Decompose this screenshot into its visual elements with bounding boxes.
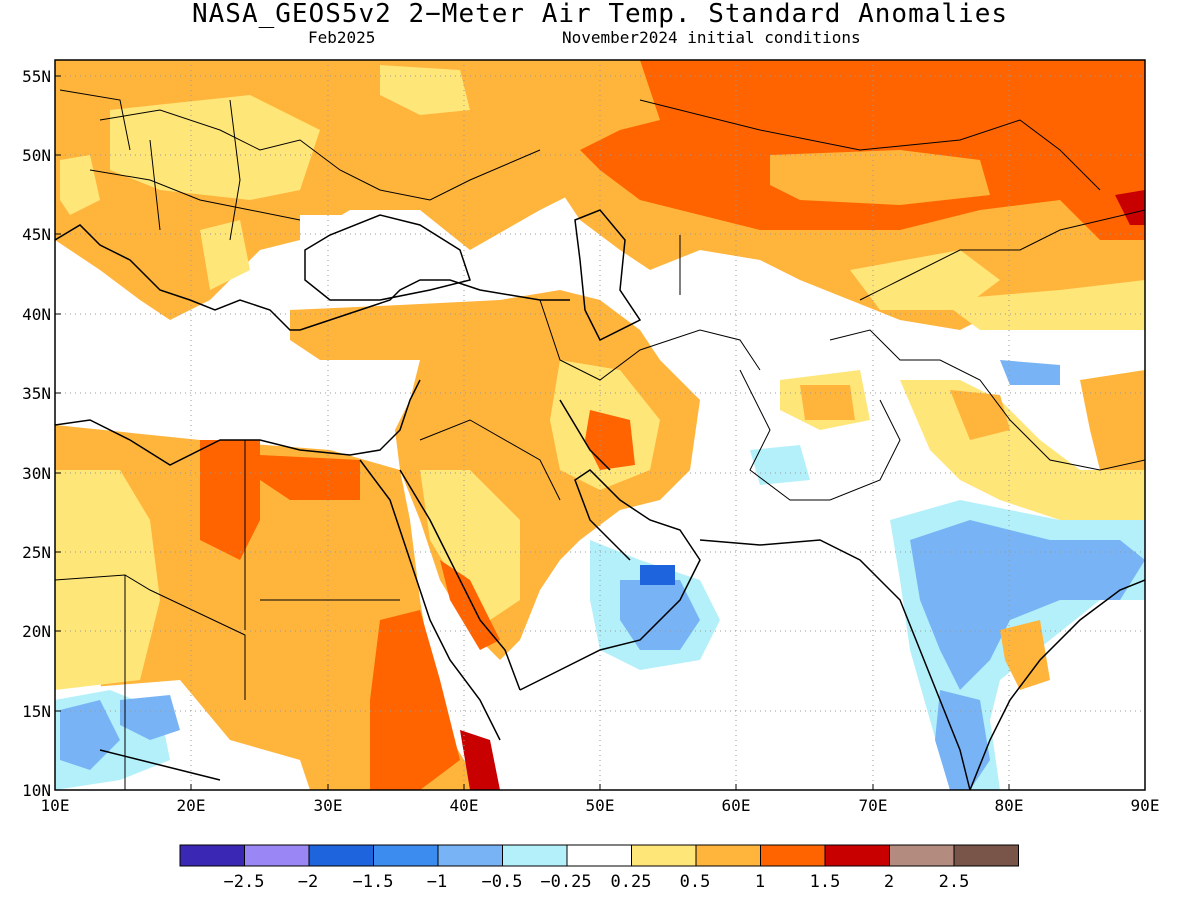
lon-label-90e: 90E: [1131, 796, 1160, 815]
lon-label-80e: 80E: [995, 796, 1024, 815]
map-field: [55, 60, 1145, 790]
lat-label-25n: 25N: [22, 543, 51, 562]
colorbar-swatch: [953, 844, 1019, 867]
colorbar-label: −2: [298, 872, 318, 892]
colorbar-swatch: [373, 844, 439, 867]
colorbar-label: −0.5: [482, 872, 523, 892]
lon-label-20e: 20E: [177, 796, 206, 815]
colorbar-swatch: [179, 844, 245, 867]
lon-label-60e: 60E: [722, 796, 751, 815]
lat-label-35n: 35N: [22, 384, 51, 403]
colorbar-swatch: [437, 844, 503, 867]
lon-label-10e: 10E: [41, 796, 70, 815]
colorbar-swatch: [889, 844, 955, 867]
colorbar-label: 1.5: [810, 872, 841, 892]
colorbar-label: −2.5: [224, 872, 265, 892]
map-title: NASA_GEOS5v2 2−Meter Air Temp. Standard …: [191, 0, 1008, 29]
lat-lon-grid: [55, 60, 1145, 790]
colorbar-label: −1.5: [353, 872, 394, 892]
colorbar-swatch: [566, 844, 632, 867]
lat-label-10n: 10N: [22, 781, 51, 800]
cool-anomaly-arabia: [590, 540, 720, 670]
country-borders: [55, 89, 1145, 790]
colorbar-label: 0.25: [611, 872, 652, 892]
colorbar-swatch: [308, 844, 374, 867]
lat-label-15n: 15N: [22, 702, 51, 721]
colorbar-label: 2.5: [939, 872, 970, 892]
warm-anomaly-south-asia: [900, 370, 1145, 520]
lon-label-30e: 30E: [314, 796, 343, 815]
lon-label-40e: 40E: [450, 796, 479, 815]
colorbar-label: 0.5: [680, 872, 711, 892]
colorbar-swatch: [760, 844, 826, 867]
color-bar: −2.5 −2 −1.5 −1 −0.5 −0.25 0.25 0.5 1 1.…: [179, 844, 1019, 892]
lat-label-40n: 40N: [22, 305, 51, 324]
forecast-month: Feb2025: [308, 28, 376, 47]
colorbar-swatch: [631, 844, 697, 867]
color-bar-swatches: [179, 844, 1019, 867]
lat-label-20n: 20N: [22, 622, 51, 641]
lat-label-45n: 45N: [22, 225, 51, 244]
longitude-labels: 10E 20E 30E 40E 50E 60E 70E 80E 90E: [41, 796, 1160, 815]
warm-anomaly-africa: [55, 425, 500, 790]
colorbar-swatch: [244, 844, 310, 867]
lat-label-30n: 30N: [22, 464, 51, 483]
colorbar-label: 2: [884, 872, 894, 892]
latitude-labels: 10N 15N 20N 25N 30N 35N 40N 45N 50N 55N: [22, 67, 51, 800]
colorbar-swatch: [695, 844, 761, 867]
coastlines: [55, 209, 1145, 790]
lon-label-70e: 70E: [859, 796, 888, 815]
cool-anomaly-india: [750, 360, 1145, 790]
axis-ticks: [54, 75, 1146, 791]
colorbar-label: −0.25: [540, 872, 591, 892]
colorbar-swatch: [502, 844, 568, 867]
colorbar-swatch: [824, 844, 890, 867]
lat-label-55n: 55N: [22, 67, 51, 86]
colorbar-label: −1: [427, 872, 447, 892]
warm-anomaly-middle-east: [290, 290, 870, 660]
color-bar-labels: −2.5 −2 −1.5 −1 −0.5 −0.25 0.25 0.5 1 1.…: [224, 872, 970, 892]
warm-anomaly-europe: [55, 60, 640, 320]
initial-conditions: November2024 initial conditions: [562, 28, 861, 47]
lon-label-50e: 50E: [586, 796, 615, 815]
lat-label-50n: 50N: [22, 146, 51, 165]
colorbar-label: 1: [755, 872, 765, 892]
